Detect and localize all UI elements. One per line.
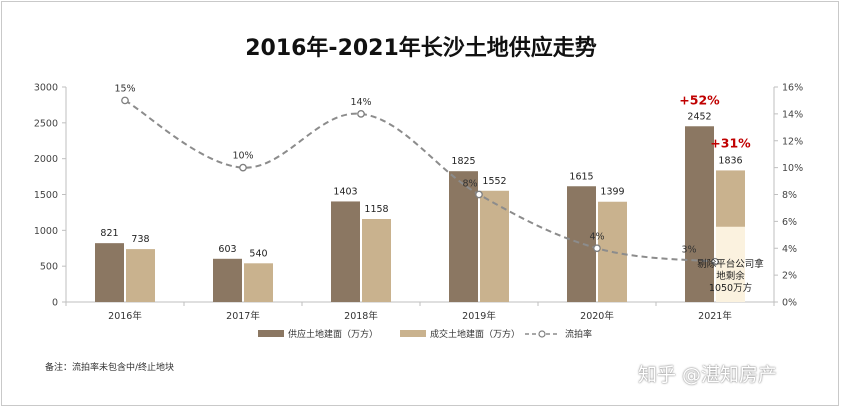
right-tick-label: 12%: [782, 136, 803, 147]
bar-label-supply: 1825: [451, 156, 475, 167]
line-point-flow-rate: [121, 96, 129, 105]
bar-label-deal: 738: [131, 234, 149, 245]
right-tick-label: 14%: [782, 109, 803, 120]
bar-label-deal: 1158: [364, 204, 388, 215]
line-label-flow-rate: 10%: [232, 151, 253, 162]
bar-label-supply: 1403: [333, 186, 357, 197]
bar-label-deal: 540: [249, 248, 267, 259]
x-tick-label: 2017年: [226, 310, 260, 322]
annotation-deal-growth: +31%: [710, 135, 751, 150]
bar-label-deal: 1836: [718, 155, 742, 166]
line-label-flow-rate: 3%: [681, 245, 696, 256]
right-tick-label: 16%: [782, 83, 803, 94]
bar-supply: [685, 126, 714, 302]
legend-marker-flow-rate: [538, 330, 546, 338]
right-tick-label: 8%: [782, 190, 797, 201]
right-tick-label: 0%: [782, 298, 797, 309]
left-tick-label: 1000: [34, 226, 58, 237]
bar-supply: [213, 258, 242, 302]
legend-label-supply: 供应土地建面（万方）: [288, 328, 378, 340]
left-tick-label: 2000: [34, 154, 58, 165]
line-point-flow-rate: [593, 244, 601, 253]
x-tick-label: 2021年: [698, 310, 732, 322]
annotation-supply-growth: +52%: [679, 92, 720, 107]
chart-title: 2016年-2021年长沙土地供应走势: [245, 36, 597, 61]
bar-supply: [449, 171, 478, 302]
left-tick-label: 2500: [34, 118, 58, 129]
right-tick-label: 4%: [782, 244, 797, 255]
line-label-flow-rate: 15%: [114, 83, 135, 94]
bar-label-supply: 603: [218, 244, 236, 255]
annotation-remaining-note: 剔除平台公司拿: [697, 258, 764, 270]
bar-supply: [95, 243, 124, 302]
left-tick-label: 500: [40, 262, 58, 273]
watermark: 知乎 @湛知房产: [638, 364, 778, 386]
line-point-flow-rate: [357, 110, 365, 118]
legend-swatch-deal: [400, 330, 426, 337]
footnote: 备注：流拍率未包含中/终止地块: [45, 363, 175, 373]
x-tick-label: 2016年: [108, 310, 142, 322]
line-point-flow-rate: [711, 257, 719, 266]
legend-label-flow-rate: 流拍率: [565, 328, 592, 340]
x-tick-label: 2018年: [344, 310, 378, 322]
right-tick-label: 2%: [782, 271, 797, 282]
line-label-flow-rate: 14%: [350, 97, 371, 108]
line-point-flow-rate: [475, 190, 483, 199]
bar-supply: [331, 201, 360, 302]
bar-supply: [567, 186, 596, 302]
bar-label-supply: 2452: [687, 111, 711, 122]
x-tick-label: 2019年: [462, 310, 496, 322]
bar-deal-remaining-segment: [716, 226, 745, 302]
right-tick-label: 10%: [782, 163, 803, 174]
bar-label-deal: 1552: [482, 176, 506, 187]
left-tick-label: 1500: [34, 190, 58, 201]
annotation-remaining-note: 地剩余: [716, 270, 745, 282]
bar-deal: [480, 190, 509, 302]
line-label-flow-rate: 4%: [589, 231, 604, 242]
x-tick-label: 2020年: [580, 310, 614, 322]
bar-label-supply: 1615: [569, 171, 593, 182]
bar-label-deal: 1399: [600, 187, 624, 198]
legend-swatch-supply: [258, 330, 284, 337]
bar-deal: [126, 249, 155, 302]
bar-label-supply: 821: [100, 228, 118, 239]
right-tick-label: 6%: [782, 217, 797, 228]
bar-deal: [244, 263, 273, 302]
bar-deal: [362, 219, 391, 302]
line-flow-rate: [124, 99, 716, 263]
legend-label-deal: 成交土地建面（万方）: [430, 328, 520, 340]
line-point-flow-rate: [239, 163, 247, 172]
left-tick-label: 3000: [34, 83, 58, 94]
line-label-flow-rate: 8%: [462, 179, 477, 190]
annotation-remaining-note: 1050万方: [709, 282, 752, 294]
left-tick-label: 0: [52, 298, 58, 309]
